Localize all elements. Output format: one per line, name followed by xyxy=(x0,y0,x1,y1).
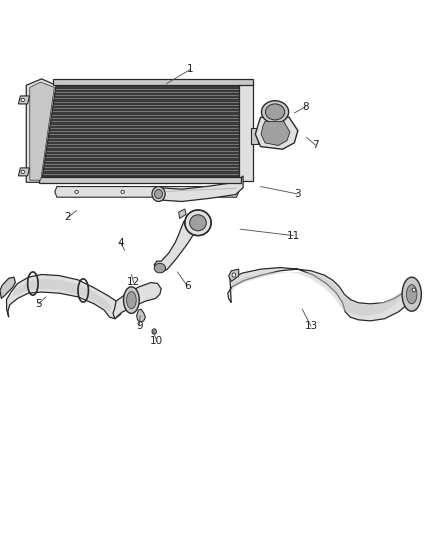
Polygon shape xyxy=(255,117,298,149)
Polygon shape xyxy=(13,279,112,312)
Polygon shape xyxy=(124,287,139,313)
Text: 11: 11 xyxy=(287,231,300,240)
Ellipse shape xyxy=(152,187,165,201)
Polygon shape xyxy=(239,83,253,181)
Ellipse shape xyxy=(232,273,236,277)
Ellipse shape xyxy=(190,215,206,231)
Ellipse shape xyxy=(155,189,162,199)
Text: 6: 6 xyxy=(184,281,191,291)
Polygon shape xyxy=(53,79,253,85)
Polygon shape xyxy=(26,79,56,182)
Ellipse shape xyxy=(206,190,210,193)
Text: 2: 2 xyxy=(64,213,71,222)
Ellipse shape xyxy=(121,190,124,193)
Ellipse shape xyxy=(412,288,416,292)
Text: 10: 10 xyxy=(150,336,163,346)
Ellipse shape xyxy=(75,190,78,193)
Ellipse shape xyxy=(165,190,168,193)
Polygon shape xyxy=(137,309,145,322)
Text: 9: 9 xyxy=(136,321,143,331)
Polygon shape xyxy=(7,274,122,319)
Ellipse shape xyxy=(152,329,156,334)
Polygon shape xyxy=(228,268,416,321)
Polygon shape xyxy=(402,277,421,311)
Polygon shape xyxy=(127,292,136,309)
Text: 5: 5 xyxy=(35,299,42,309)
Polygon shape xyxy=(406,285,417,304)
Polygon shape xyxy=(158,176,243,201)
Polygon shape xyxy=(30,82,54,180)
Polygon shape xyxy=(179,209,186,219)
Text: 7: 7 xyxy=(312,140,319,150)
Ellipse shape xyxy=(154,263,166,273)
Ellipse shape xyxy=(261,101,289,123)
Text: 13: 13 xyxy=(304,321,318,331)
Polygon shape xyxy=(261,122,290,146)
Ellipse shape xyxy=(21,171,25,173)
Polygon shape xyxy=(251,128,258,144)
Polygon shape xyxy=(0,277,15,298)
Polygon shape xyxy=(231,272,407,316)
Polygon shape xyxy=(229,269,239,281)
Text: 4: 4 xyxy=(117,238,124,247)
Polygon shape xyxy=(113,282,161,319)
Text: 8: 8 xyxy=(302,102,309,111)
Polygon shape xyxy=(18,168,30,176)
Polygon shape xyxy=(42,85,251,177)
Polygon shape xyxy=(55,187,239,197)
Text: 12: 12 xyxy=(127,278,140,287)
Ellipse shape xyxy=(185,210,211,236)
Text: 3: 3 xyxy=(294,189,301,199)
Ellipse shape xyxy=(265,104,285,120)
Ellipse shape xyxy=(21,98,25,101)
Polygon shape xyxy=(154,219,195,272)
Polygon shape xyxy=(39,177,241,183)
Text: 1: 1 xyxy=(187,64,194,74)
Polygon shape xyxy=(18,96,29,104)
